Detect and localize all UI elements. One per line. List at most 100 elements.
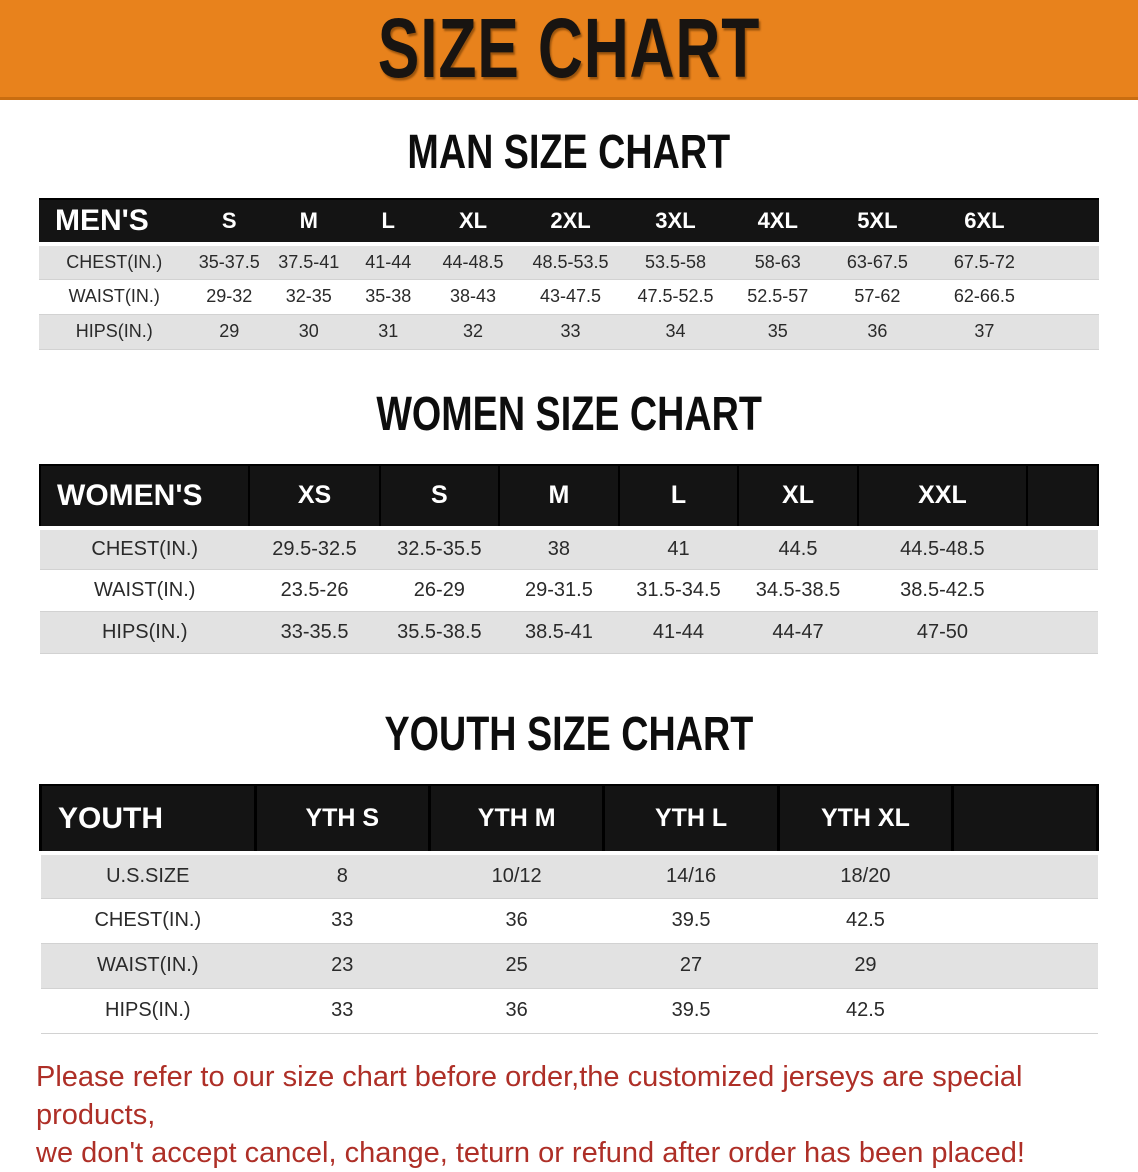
measure-value: 38-43 [427,279,519,315]
measure-value: 26-29 [379,569,500,612]
measure-value: 8 [255,853,430,899]
measure-value: 32.5-35.5 [379,527,500,570]
size-col-header: XS [248,463,381,530]
measure-value: 42.5 [778,898,953,944]
youth-size-table: YOUTH YTH S YTH M YTH L YTH XL U.S.SIZE … [39,784,1099,1034]
women-section-heading: WOMEN SIZE CHART [0,385,1138,440]
size-col-header: XXL [856,463,1029,530]
youth-table-corner-label: YOUTH [39,784,257,855]
measure-label: CHEST(IN.) [39,244,190,280]
measure-value: 58-63 [727,244,828,280]
measure-value: 36 [429,898,604,944]
measure-value: 39.5 [603,988,779,1034]
table-row: WAIST(IN.) 23.5-26 26-29 29-31.5 31.5-34… [40,569,1098,612]
disclaimer-line-1: Please refer to our size chart before or… [36,1060,1023,1131]
table-row: HIPS(IN.) 33 36 39.5 42.5 [40,988,1098,1034]
measure-value: 35.5-38.5 [379,611,500,654]
row-spacer [952,943,1098,989]
measure-value: 29-32 [189,279,269,315]
measure-value: 35 [727,314,828,350]
measure-value: 44.5 [738,527,858,570]
measure-value: 33 [518,314,623,350]
measure-label: WAIST(IN.) [40,569,250,612]
measure-label: WAIST(IN.) [40,943,256,989]
size-col-header: S [378,463,501,530]
measure-value: 31 [348,314,428,350]
row-spacer [1027,569,1098,612]
banner-title: SIZE CHART [377,0,761,96]
measure-value: 33 [255,988,430,1034]
size-col-header: 4XL [727,198,828,246]
men-heading-text: MAN SIZE CHART [407,123,731,179]
row-spacer [1041,244,1099,280]
measure-label: CHEST(IN.) [40,898,256,944]
measure-value: 31.5-34.5 [618,569,739,612]
table-row: HIPS(IN.) 29 30 31 32 33 34 35 36 37 [39,314,1099,350]
row-spacer [952,853,1098,899]
women-header-row: WOMEN'S XS S M L XL XXL [38,463,1099,530]
header-spacer [1026,463,1099,530]
size-col-header: L [348,198,428,246]
measure-value: 41-44 [618,611,739,654]
measure-label: HIPS(IN.) [39,314,190,350]
measure-value: 38 [499,527,619,570]
measure-value: 27 [603,943,779,989]
women-heading-text: WOMEN SIZE CHART [376,385,762,440]
measure-value: 43-47.5 [518,279,623,315]
table-row: HIPS(IN.) 33-35.5 35.5-38.5 38.5-41 41-4… [40,611,1098,654]
size-col-header: YTH L [602,784,780,855]
measure-value: 38.5-41 [499,611,619,654]
measure-value: 23 [255,943,430,989]
size-col-header: 2XL [518,198,623,246]
men-section-heading: MAN SIZE CHART [0,123,1138,179]
measure-value: 37.5-41 [269,244,349,280]
measure-label: CHEST(IN.) [40,527,250,570]
size-col-header: L [617,463,740,530]
measure-value: 67.5-72 [927,244,1042,280]
measure-label: HIPS(IN.) [40,611,250,654]
size-col-header: YTH M [427,784,606,855]
measure-value: 53.5-58 [623,244,728,280]
measure-value: 23.5-26 [249,569,380,612]
measure-value: 34.5-38.5 [738,569,858,612]
measure-value: 42.5 [778,988,953,1034]
men-table-corner-label: MEN'S [39,198,190,246]
order-disclaimer: Please refer to our size chart before or… [0,1058,1138,1172]
size-col-header: M [269,198,349,246]
measure-label: U.S.SIZE [40,853,256,899]
men-header-row: MEN'S S M L XL 2XL 3XL 4XL 5XL 6XL [39,198,1099,246]
row-spacer [952,988,1098,1034]
measure-label: WAIST(IN.) [39,279,190,315]
measure-value: 44-48.5 [427,244,519,280]
measure-value: 14/16 [603,853,779,899]
row-spacer [1041,314,1099,350]
measure-value: 30 [269,314,349,350]
table-row: CHEST(IN.) 29.5-32.5 32.5-35.5 38 41 44.… [40,527,1098,570]
measure-value: 33-35.5 [249,611,380,654]
size-col-header: 5XL [827,198,928,246]
header-spacer [1041,198,1099,246]
size-col-header: 6XL [927,198,1042,246]
measure-value: 52.5-57 [727,279,828,315]
measure-value: 29.5-32.5 [249,527,380,570]
size-col-header: 3XL [623,198,728,246]
table-row: U.S.SIZE 8 10/12 14/16 18/20 [40,853,1098,899]
size-col-header: YTH S [253,784,431,855]
measure-value: 29-31.5 [499,569,619,612]
measure-value: 47.5-52.5 [623,279,728,315]
measure-value: 39.5 [603,898,779,944]
measure-value: 25 [429,943,604,989]
measure-value: 41 [618,527,739,570]
row-spacer [1041,279,1099,315]
measure-value: 36 [429,988,604,1034]
measure-value: 36 [827,314,928,350]
measure-value: 10/12 [429,853,604,899]
men-size-table: MEN'S S M L XL 2XL 3XL 4XL 5XL 6XL CHEST… [39,198,1099,350]
measure-value: 57-62 [827,279,928,315]
table-row: CHEST(IN.) 35-37.5 37.5-41 41-44 44-48.5… [39,244,1099,280]
measure-value: 38.5-42.5 [857,569,1028,612]
measure-value: 63-67.5 [827,244,928,280]
size-col-header: XL [427,198,519,246]
youth-section-heading: YOUTH SIZE CHART [0,706,1138,761]
measure-value: 29 [189,314,269,350]
